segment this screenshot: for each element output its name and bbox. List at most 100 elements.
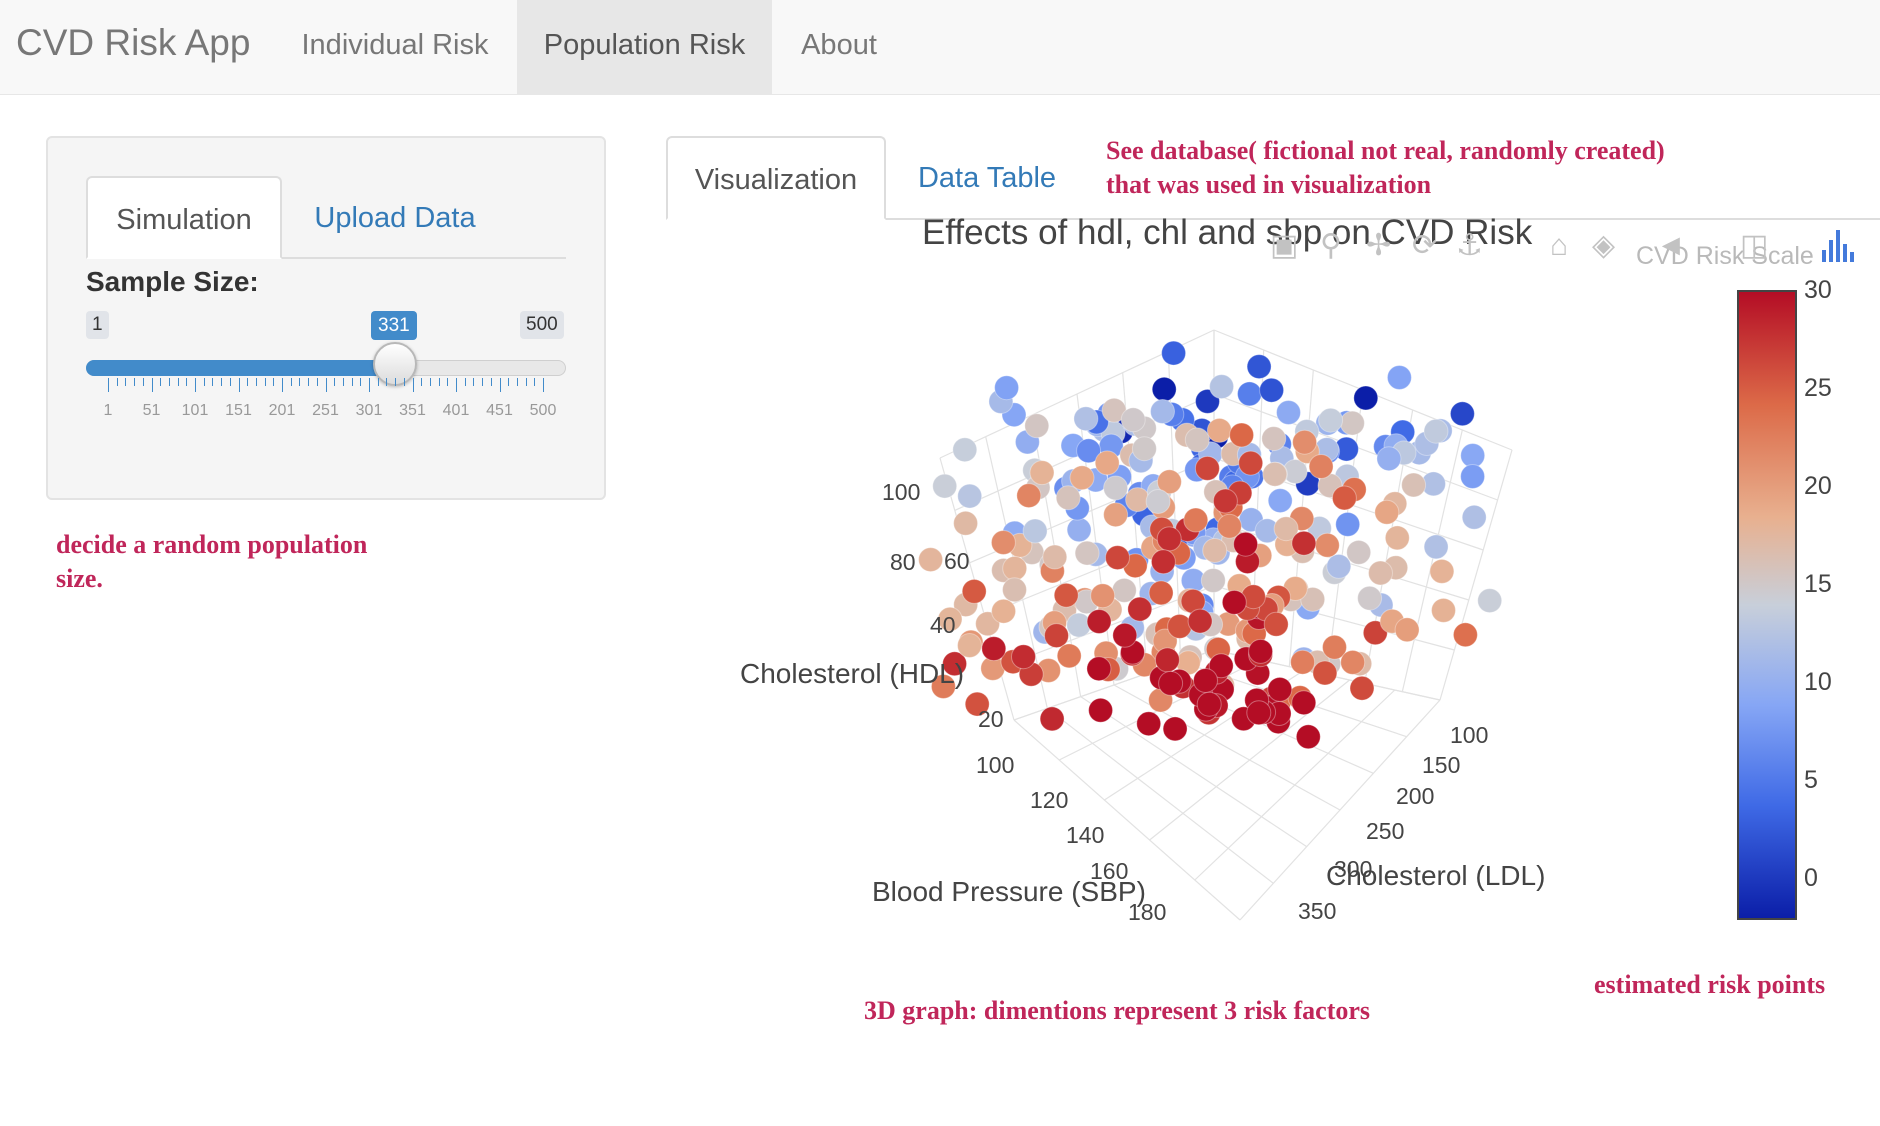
scatter-point[interactable]: [1267, 676, 1293, 702]
scatter-point[interactable]: [981, 636, 1007, 662]
scatter-point[interactable]: [1292, 429, 1318, 455]
scatter-point[interactable]: [1339, 410, 1365, 436]
scatter-point[interactable]: [1193, 668, 1218, 693]
home-icon[interactable]: ⌂: [1550, 229, 1569, 262]
scatter-point[interactable]: [1423, 534, 1449, 560]
scatter-point[interactable]: [1357, 585, 1383, 611]
scatter-point[interactable]: [1150, 399, 1175, 424]
scatter-point[interactable]: [1276, 400, 1301, 425]
scatter-point[interactable]: [1011, 644, 1036, 670]
scatter-point[interactable]: [1263, 611, 1289, 637]
scatter-point[interactable]: [1314, 532, 1340, 558]
scatter-point[interactable]: [1105, 545, 1130, 571]
scatter-point[interactable]: [1053, 582, 1079, 608]
scatter-point[interactable]: [1291, 530, 1317, 556]
scatter-point[interactable]: [1044, 623, 1069, 649]
scatter-point[interactable]: [1331, 485, 1357, 511]
scatter-point[interactable]: [1216, 513, 1242, 539]
scatter-point[interactable]: [1449, 401, 1475, 427]
scatter-point[interactable]: [1184, 427, 1210, 453]
scatter-point[interactable]: [1056, 643, 1082, 669]
scatter-point[interactable]: [937, 606, 963, 632]
scatter-point[interactable]: [1318, 407, 1344, 433]
scatter-point[interactable]: [1429, 558, 1455, 584]
scatter-point[interactable]: [1353, 385, 1379, 411]
scatter-point[interactable]: [1308, 454, 1334, 479]
scatter-point[interactable]: [1376, 446, 1402, 472]
scatter-point[interactable]: [964, 691, 990, 717]
scatter-point[interactable]: [1362, 620, 1388, 646]
scatter-point[interactable]: [1300, 586, 1326, 612]
scatter-point[interactable]: [1136, 711, 1162, 737]
scatter-point[interactable]: [1208, 653, 1234, 679]
scatter-point[interactable]: [1086, 656, 1112, 682]
scatter-point[interactable]: [957, 483, 983, 509]
scatter-point[interactable]: [918, 547, 944, 573]
scatter-point[interactable]: [1349, 675, 1375, 701]
scatter-point[interactable]: [1431, 597, 1456, 623]
scatter-point[interactable]: [1002, 577, 1027, 603]
tab-simulation[interactable]: Simulation: [86, 176, 282, 259]
scatter-point[interactable]: [1158, 670, 1184, 696]
scatter-point[interactable]: [1312, 660, 1338, 686]
scatter-point[interactable]: [1262, 461, 1288, 487]
scatter-point[interactable]: [1194, 455, 1220, 481]
scatter-point[interactable]: [1209, 374, 1235, 400]
scatter-point[interactable]: [991, 598, 1017, 624]
toggle-spike-icon[interactable]: ◄: [1656, 229, 1686, 262]
scatter-point[interactable]: [1273, 516, 1299, 542]
scatter-point[interactable]: [1131, 436, 1157, 462]
scatter-point[interactable]: [1024, 413, 1050, 439]
scatter-point[interactable]: [1261, 426, 1287, 452]
scatter-point[interactable]: [1029, 460, 1055, 486]
scatter-point[interactable]: [1151, 376, 1177, 402]
scatter-point[interactable]: [1148, 580, 1174, 606]
camera-icon[interactable]: ▣: [1270, 229, 1299, 262]
pan-icon[interactable]: ✢: [1366, 229, 1392, 262]
scatter-point[interactable]: [1423, 418, 1449, 444]
scatter-point[interactable]: [1183, 507, 1209, 533]
scatter-point[interactable]: [1248, 638, 1274, 664]
scatter-point[interactable]: [1016, 483, 1042, 509]
scatter-point[interactable]: [1074, 540, 1100, 566]
scatter-point[interactable]: [990, 530, 1016, 555]
scatter-point[interactable]: [1233, 531, 1259, 557]
scatter-point[interactable]: [1088, 697, 1114, 723]
scatter-point[interactable]: [1340, 649, 1366, 675]
scatter-point[interactable]: [1200, 568, 1226, 593]
scatter-point[interactable]: [1202, 538, 1228, 563]
scatter-point[interactable]: [1154, 647, 1180, 673]
scatter-point[interactable]: [1290, 649, 1316, 675]
scatter-point[interactable]: [961, 578, 987, 604]
scatter-point[interactable]: [1346, 539, 1372, 565]
zoom-icon[interactable]: ⚲: [1320, 229, 1342, 262]
scatter-point[interactable]: [1326, 553, 1352, 579]
scatter-point[interactable]: [994, 375, 1020, 401]
tab-upload-data[interactable]: Upload Data: [314, 202, 476, 234]
scatter-point[interactable]: [1295, 724, 1321, 750]
app-brand[interactable]: CVD Risk App: [16, 22, 251, 63]
turntable-icon[interactable]: ⚓: [1456, 229, 1483, 262]
scatter-point[interactable]: [1401, 472, 1427, 498]
scatter-point[interactable]: [1103, 475, 1129, 501]
scatter-point[interactable]: [930, 674, 956, 699]
orbit-icon[interactable]: ⟳: [1412, 229, 1438, 262]
nav-individual-risk[interactable]: Individual Risk: [301, 29, 489, 61]
scatter-point[interactable]: [1150, 549, 1176, 575]
scatter-point[interactable]: [1039, 706, 1065, 732]
scatter-point[interactable]: [1162, 716, 1188, 742]
scatter-point[interactable]: [942, 651, 968, 677]
scatter-point[interactable]: [1335, 511, 1361, 537]
scatter-point[interactable]: [1477, 588, 1503, 614]
scatter-point[interactable]: [1103, 502, 1129, 528]
slider-handle[interactable]: [373, 342, 417, 386]
scatter-point[interactable]: [1246, 700, 1272, 726]
nav-population-risk[interactable]: Population Risk: [517, 0, 772, 94]
scatter-point[interactable]: [957, 633, 982, 658]
scatter-point[interactable]: [1055, 485, 1081, 511]
scatter-point[interactable]: [1384, 525, 1410, 551]
scatter-point[interactable]: [1161, 340, 1187, 366]
tab-visualization[interactable]: Visualization: [666, 136, 886, 220]
scatter-point[interactable]: [1291, 690, 1317, 716]
